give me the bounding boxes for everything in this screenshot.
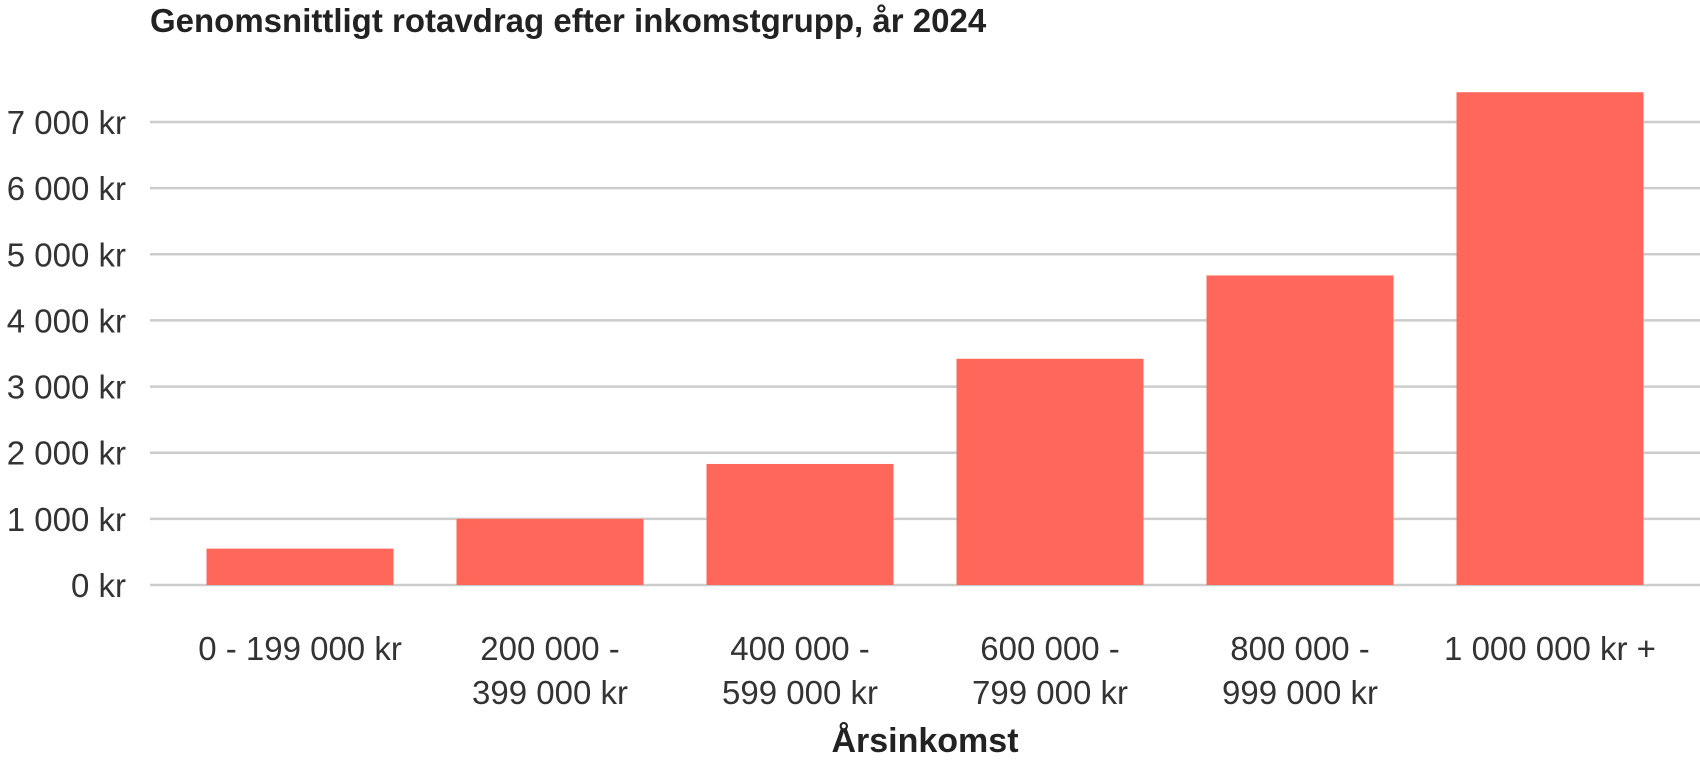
bar: [706, 463, 894, 585]
gridlines: [150, 120, 1700, 587]
x-category-label: 800 000 -: [1230, 630, 1369, 667]
y-tick-label: 1 000 kr: [7, 501, 126, 538]
x-axis-title: Årsinkomst: [831, 722, 1018, 760]
bar: [1456, 92, 1644, 585]
y-axis-ticks: 0 kr 1 000 kr 2 000 kr 3 000 kr 4 000 kr 5 00…: [7, 104, 126, 604]
y-tick-label: 0 kr: [71, 567, 126, 604]
y-tick-label: 3 000 kr: [7, 369, 126, 406]
x-category-label: 999 000 kr: [1222, 674, 1378, 711]
y-tick-label: 7 000 kr: [7, 104, 126, 141]
chart-title: Genomsnittligt rotavdrag efter inkomstgr…: [150, 2, 987, 39]
y-tick-label: 4 000 kr: [7, 302, 126, 339]
bar: [956, 358, 1144, 585]
bar: [206, 548, 394, 585]
bar: [1206, 275, 1394, 585]
y-tick-label: 5 000 kr: [7, 236, 126, 273]
x-category-label: 0 - 199 000 kr: [198, 630, 402, 667]
x-category-label: 599 000 kr: [722, 674, 878, 711]
x-category-label: 200 000 -: [480, 630, 619, 667]
x-category-label: 400 000 -: [730, 630, 869, 667]
bar: [456, 518, 644, 585]
y-tick-label: 6 000 kr: [7, 170, 126, 207]
x-axis-categories: 0 - 199 000 kr 200 000 - 399 000 kr 400 000…: [198, 630, 1656, 711]
bars: [206, 92, 1644, 585]
x-category-label: 799 000 kr: [972, 674, 1128, 711]
x-category-label: 1 000 000 kr +: [1444, 630, 1656, 667]
y-tick-label: 2 000 kr: [7, 435, 126, 472]
x-category-label: 600 000 -: [980, 630, 1119, 667]
x-category-label: 399 000 kr: [472, 674, 628, 711]
